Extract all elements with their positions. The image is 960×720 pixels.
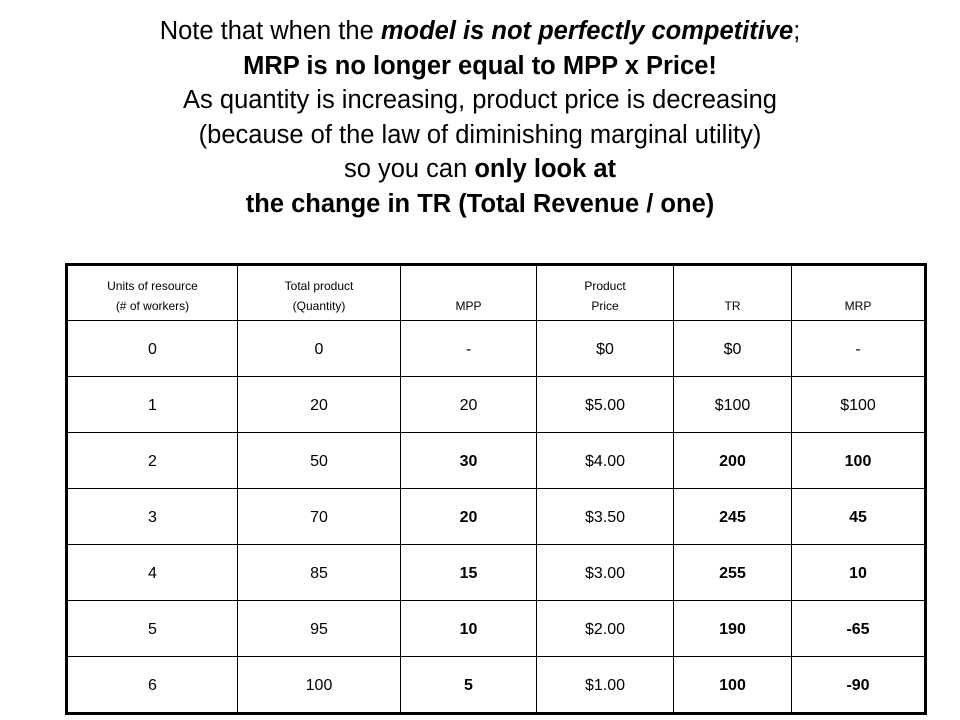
- title-line-5-text: so you can: [343, 155, 475, 183]
- cell-mrp: $100: [791, 376, 926, 433]
- cell-units-of-resource: 1: [66, 376, 238, 433]
- cell-total-product: 50: [237, 432, 401, 489]
- title-line-5: so you can only look at: [0, 152, 960, 187]
- cell-product-price: $1.00: [536, 656, 674, 714]
- cell-units-of-resource: 3: [66, 488, 238, 545]
- mrp-table: Units of resource (# of workers) Total pro…: [65, 263, 927, 715]
- cell-units-of-resource: 0: [66, 320, 238, 377]
- cell-mrp: -: [791, 320, 926, 377]
- cell-mrp: 45: [791, 488, 926, 545]
- title-line-2: MRP is no longer equal to MPP x Price!: [243, 51, 717, 80]
- cell-tr: 245: [673, 488, 792, 545]
- cell-mpp: 20: [400, 488, 537, 545]
- header-line-1: Units of resource: [107, 279, 198, 293]
- cell-total-product: 70: [237, 488, 401, 545]
- cell-total-product: 20: [237, 376, 401, 433]
- cell-mrp: 10: [791, 544, 926, 601]
- cell-total-product: 0: [237, 320, 401, 377]
- header-product-price: Product Price: [536, 264, 674, 321]
- cell-tr: 190: [673, 600, 792, 657]
- cell-mpp: 30: [400, 432, 537, 489]
- slide-title: Note that when the model is not perfectl…: [0, 14, 960, 221]
- title-line-6: the change in TR (Total Revenue / one): [245, 189, 715, 218]
- header-line-2: TR: [724, 299, 741, 313]
- cell-product-price: $4.00: [536, 432, 674, 489]
- header-units-of-resource: Units of resource (# of workers): [66, 264, 238, 321]
- table-row: 0 0- $0 $0-: [66, 320, 926, 377]
- table-row: 6 100 5 $1.00 100 -90: [66, 656, 926, 714]
- title-line-1-emphasis: model is not perfectly competitive: [380, 17, 794, 45]
- cell-tr: 100: [673, 656, 792, 714]
- header-line-2: Price: [591, 299, 619, 313]
- table-row: 1 20 20 $5.00 $100 $100: [66, 376, 926, 433]
- cell-mrp: -90: [791, 656, 926, 714]
- header-line-1: [401, 276, 536, 296]
- cell-total-product: 85: [237, 544, 401, 601]
- cell-mpp: -: [400, 320, 537, 377]
- table-header-row: Units of resource (# of workers) Total pro…: [66, 264, 926, 321]
- table-row: 3 70 20 $3.50 245 45: [66, 488, 926, 545]
- header-line-1: [674, 276, 791, 296]
- header-line-2: MRP: [844, 299, 872, 313]
- cell-product-price: $3.00: [536, 544, 674, 601]
- title-line-4: (because of the law of diminishing margi…: [198, 120, 762, 149]
- header-line-2: (# of workers): [115, 299, 190, 313]
- header-line-2: MPP: [455, 299, 482, 313]
- cell-total-product: 95: [237, 600, 401, 657]
- cell-mrp: 100: [791, 432, 926, 489]
- cell-product-price: $3.50: [536, 488, 674, 545]
- title-line-1-end: ;: [793, 17, 801, 45]
- cell-tr: $100: [673, 376, 792, 433]
- header-mpp: MPP: [400, 264, 537, 321]
- cell-units-of-resource: 2: [66, 432, 238, 489]
- title-line-3: As quantity is increasing, product price…: [183, 86, 777, 114]
- cell-units-of-resource: 4: [66, 544, 238, 601]
- cell-tr: 255: [673, 544, 792, 601]
- cell-product-price: $2.00: [536, 600, 674, 657]
- title-line-5-emphasis: only look at: [474, 155, 617, 183]
- header-tr: TR: [673, 264, 792, 321]
- cell-product-price: $0: [536, 320, 674, 377]
- cell-tr: $0: [673, 320, 792, 377]
- cell-product-price: $5.00: [536, 376, 674, 433]
- table-row: 4 85 15 $3.00 255 10: [66, 544, 926, 601]
- header-total-product: Total product (Quantity): [237, 264, 401, 321]
- title-line-1: Note that when the model is not perfectl…: [0, 14, 960, 49]
- cell-mpp: 5: [400, 656, 537, 714]
- title-line-1-text: Note that when the: [159, 17, 381, 45]
- header-line-1: Total product: [284, 279, 354, 293]
- cell-units-of-resource: 6: [66, 656, 238, 714]
- cell-total-product: 100: [237, 656, 401, 714]
- header-line-1: Product: [584, 279, 626, 293]
- header-mrp: MRP: [791, 264, 926, 321]
- cell-mpp: 15: [400, 544, 537, 601]
- header-line-2: (Quantity): [292, 299, 346, 313]
- cell-units-of-resource: 5: [66, 600, 238, 657]
- header-line-1: [792, 276, 924, 296]
- cell-mrp: -65: [791, 600, 926, 657]
- table-row: 5 95 10 $2.00 190 -65: [66, 600, 926, 657]
- cell-tr: 200: [673, 432, 792, 489]
- cell-mpp: 20: [400, 376, 537, 433]
- cell-mpp: 10: [400, 600, 537, 657]
- table-row: 2 50 30 $4.00 200 100: [66, 432, 926, 489]
